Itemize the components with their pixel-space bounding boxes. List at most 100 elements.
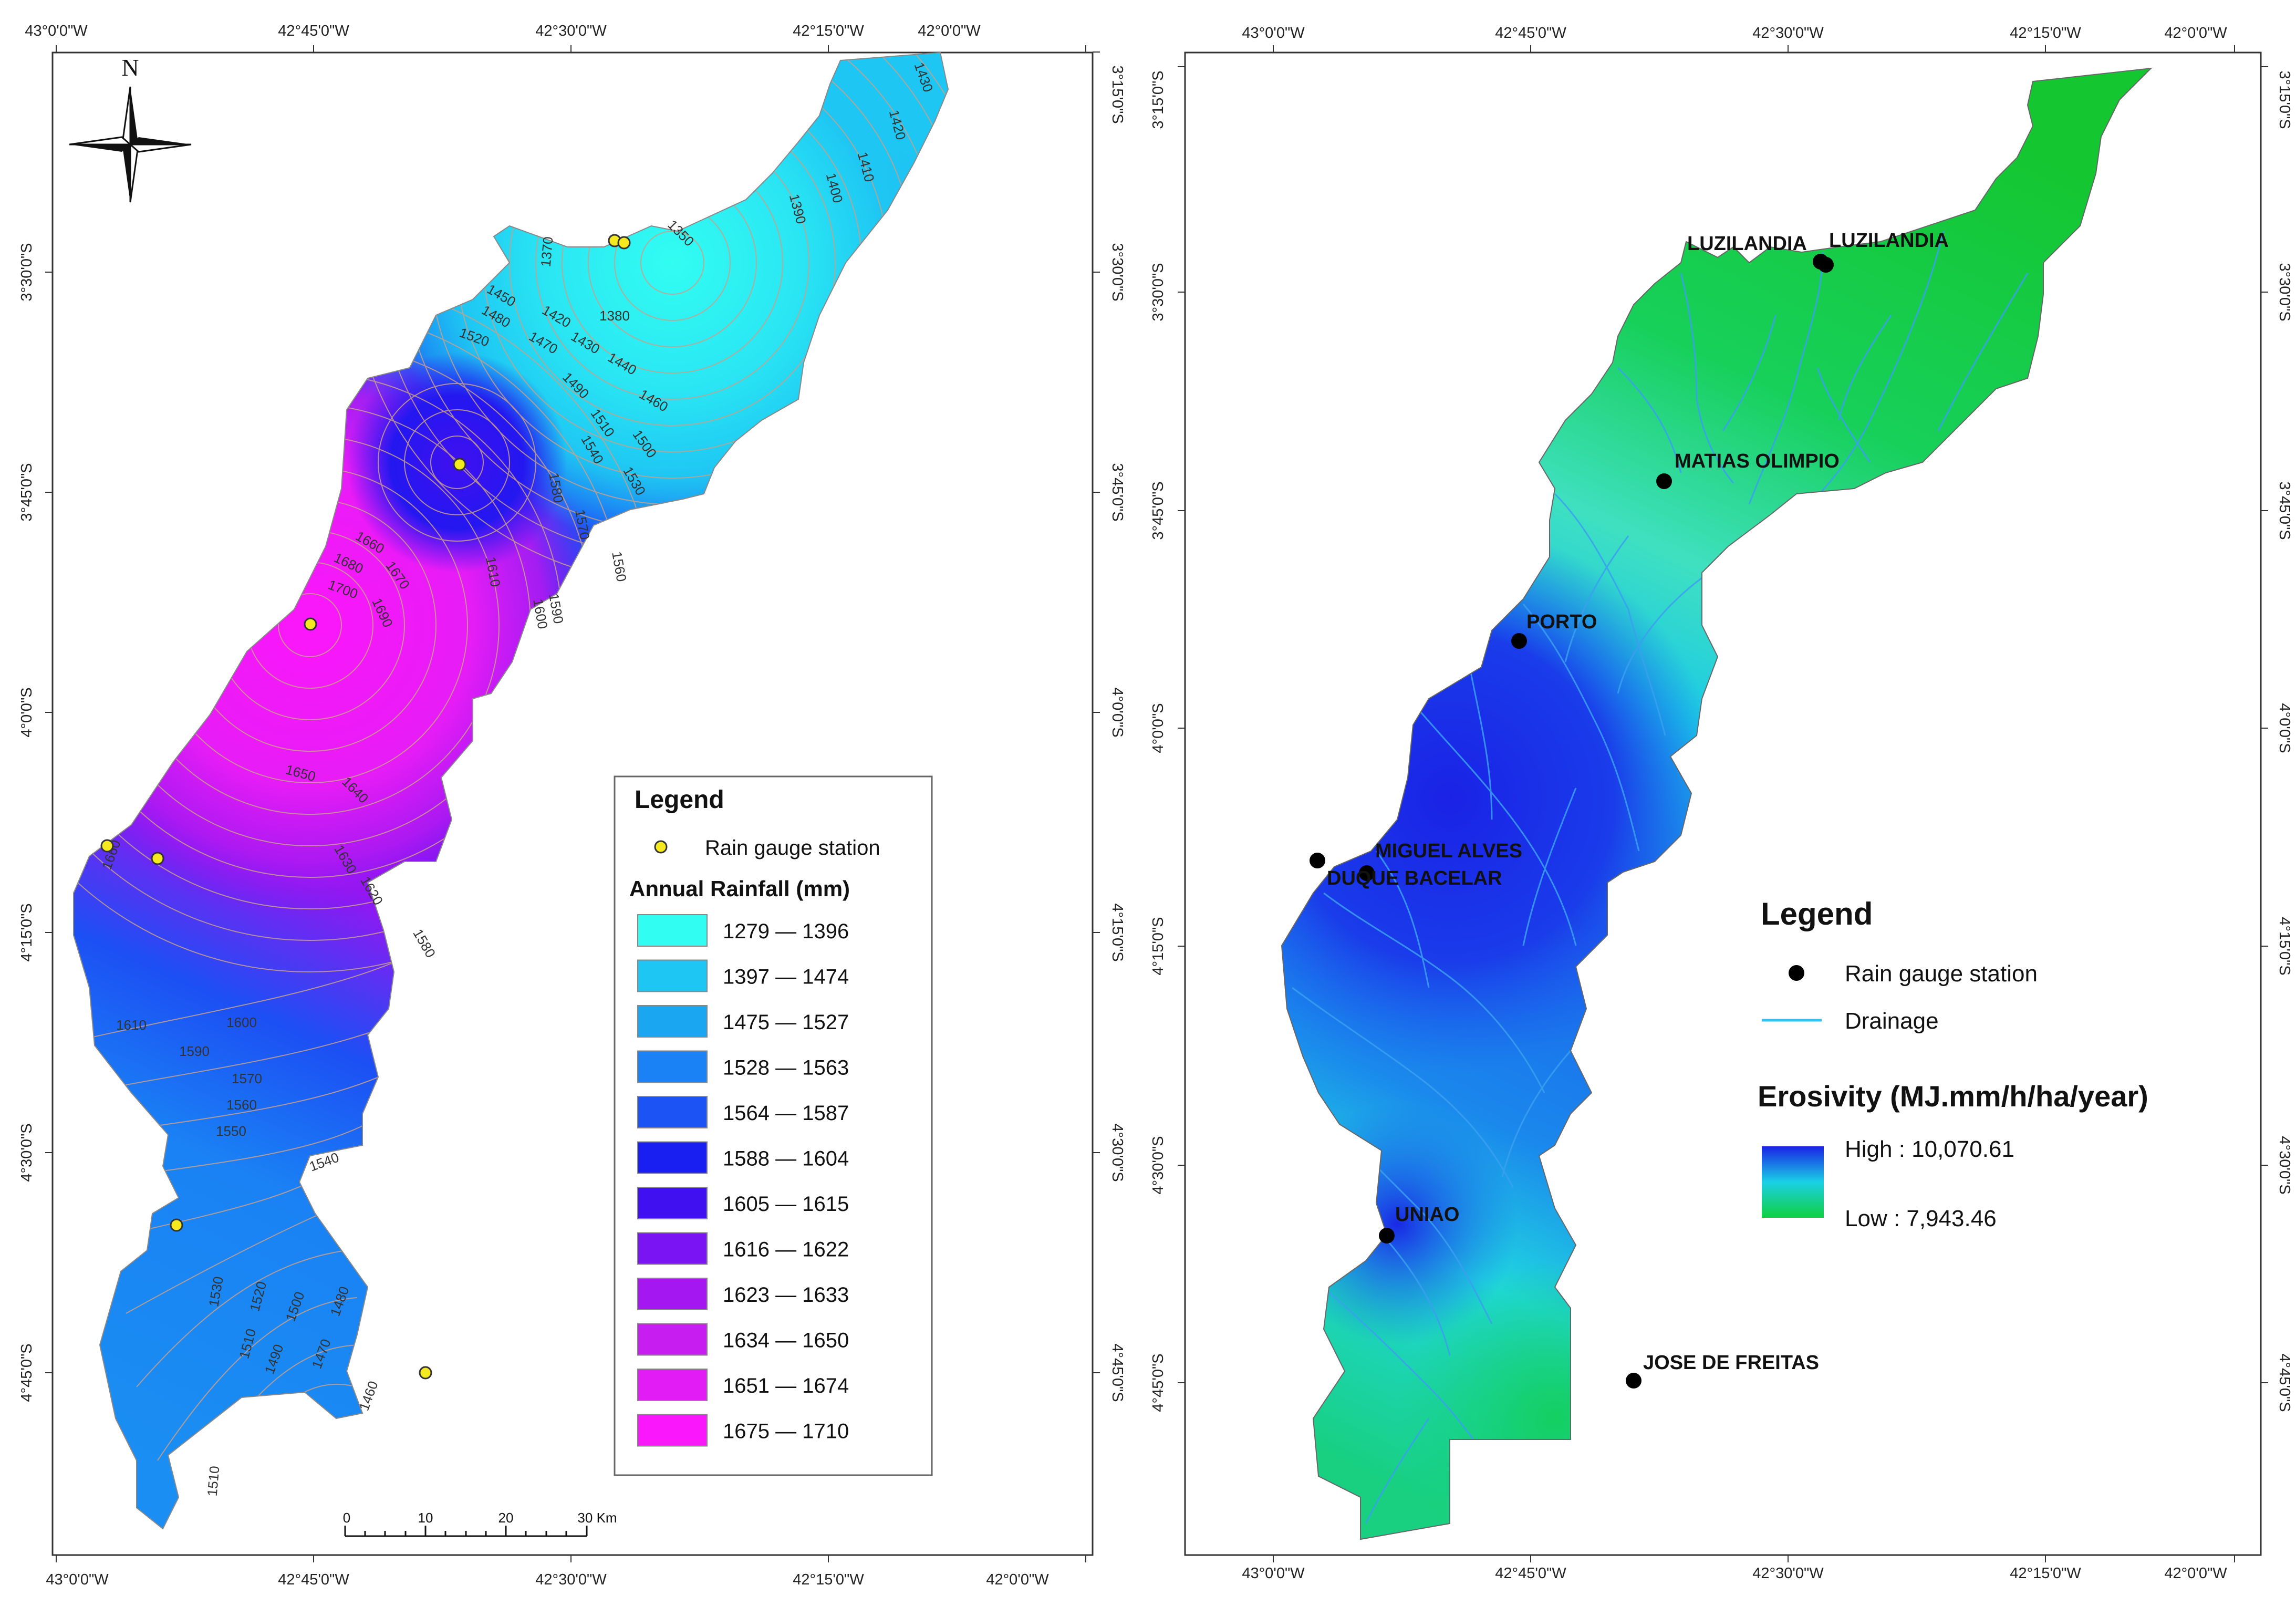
erosivity-stations: [1310, 254, 1834, 1389]
erosivity-right-tick: 4°0'0"S: [2276, 703, 2293, 753]
rainfall-stations: [100, 234, 631, 1380]
rain-gauge-marker: [1626, 1373, 1642, 1389]
contour-label: 1590: [179, 1043, 210, 1059]
contour-label: 1380: [599, 308, 630, 324]
contour-label: 1610: [116, 1017, 147, 1033]
rainfall-left-tick: 4°30'0"S: [18, 1123, 35, 1182]
station-label: LUZILANDIA: [1829, 230, 1949, 252]
legend-class-label: 1634 — 1650: [723, 1329, 849, 1352]
erosivity-top-tick: 42°45'0"W: [1495, 25, 1566, 42]
erosivity-top-tick: 42°0'0"W: [2164, 25, 2227, 42]
legend-swatch: [637, 914, 708, 947]
drainage-network: [1292, 231, 2029, 1524]
rainfall-right-tick: 3°45'0"S: [1109, 463, 1126, 521]
legend-title: Legend: [635, 786, 724, 814]
erosivity-bottom-tick: 42°45'0"W: [1495, 1565, 1566, 1582]
rain-gauge-legend-icon: [1789, 965, 1804, 981]
erosivity-right-tick: 4°45'0"S: [2276, 1353, 2293, 1412]
legend-swatch: [637, 1187, 708, 1219]
station-label: UNIAO: [1395, 1204, 1459, 1226]
erosivity-top-tick: 43°0'0"W: [1242, 25, 1305, 42]
rain-gauge-marker: [1379, 1228, 1395, 1244]
erosivity-bottom-tick: 42°15'0"W: [2010, 1565, 2081, 1582]
north-letter: N: [121, 54, 139, 81]
erosivity-bottom-tick: 43°0'0"W: [1242, 1565, 1305, 1582]
legend-subtitle: Annual Rainfall (mm): [629, 876, 850, 901]
scale-bar-label: 30 Km: [577, 1510, 617, 1526]
rainfall-left-tick: 4°15'0"S: [18, 903, 35, 961]
contour-label: 1550: [216, 1123, 246, 1139]
scale-bar: [344, 1526, 588, 1537]
erosivity-bottom-tick: 42°30'0"W: [1752, 1565, 1824, 1582]
erosivity-right-tick: 4°15'0"S: [2276, 917, 2293, 975]
legend-class-label: 1588 — 1604: [723, 1147, 849, 1170]
rain-gauge-marker: [304, 617, 317, 631]
rain-gauge-marker: [419, 1366, 432, 1380]
station-label: PORTO: [1526, 611, 1597, 633]
rain-gauge-marker: [1818, 257, 1834, 273]
legend-subtitle: Erosivity (MJ.mm/h/ha/year): [1758, 1080, 2148, 1113]
rainfall-map: 43°0'0"W 42°45'0"W 42°30'0"W 42°15'0"W 4…: [18, 23, 1126, 1588]
legend-title: Legend: [1761, 896, 1873, 931]
rain-gauge-marker: [170, 1218, 183, 1232]
erosivity-bottom-tick: 42°0'0"W: [2164, 1565, 2227, 1582]
rainfall-right-tick: 4°45'0"S: [1109, 1343, 1126, 1402]
erosivity-map-ticks: [1178, 45, 2268, 1562]
rainfall-left-tick: 4°45'0"S: [18, 1343, 35, 1402]
legend-station-label: Rain gauge station: [1845, 961, 2038, 987]
rainfall-top-tick: 42°30'0"W: [535, 23, 607, 39]
legend-swatch: [637, 1005, 708, 1038]
legend-swatch: [637, 959, 708, 992]
erosivity-ramp: [1762, 1146, 1824, 1218]
rainfall-right-tick: 4°15'0"S: [1109, 903, 1126, 961]
legend-swatch: [637, 1323, 708, 1356]
rain-gauge-marker: [453, 458, 466, 471]
rainfall-bottom-tick: 42°15'0"W: [793, 1571, 864, 1588]
rainfall-right-tick: 3°30'0"S: [1109, 243, 1126, 301]
rainfall-top-tick: 43°0'0"W: [25, 23, 88, 39]
erosivity-right-tick: 4°30'0"S: [2276, 1136, 2293, 1194]
rainfall-bottom-tick: 42°0'0"W: [986, 1571, 1049, 1588]
rain-gauge-marker: [617, 236, 631, 250]
rainfall-class-list: 1279 — 1396 1397 — 1474 1475 — 1527 1528 — …: [637, 914, 849, 1447]
legend-high-label: High : 10,070.61: [1845, 1136, 2014, 1162]
erosivity-right-tick: 3°45'0"S: [2276, 481, 2293, 540]
erosivity-left-tick: 4°15'0"S: [1150, 917, 1167, 975]
legend-class-label: 1475 — 1527: [723, 1011, 849, 1034]
erosivity-legend: Legend Rain gauge station Drainage Erosi…: [1758, 896, 2148, 1231]
rainfall-bottom-tick: 42°45'0"W: [278, 1571, 349, 1588]
erosivity-map: 43°0'0"W 42°45'0"W 42°30'0"W 42°15'0"W 4…: [1150, 25, 2293, 1582]
legend-class-label: 1616 — 1622: [723, 1238, 849, 1261]
scale-bar-label: 0: [343, 1510, 350, 1526]
scale-bar-label: 10: [418, 1510, 433, 1526]
erosivity-left-tick: 4°30'0"S: [1150, 1136, 1167, 1194]
rain-gauge-marker: [1656, 473, 1672, 489]
scale-bar-label: 20: [498, 1510, 514, 1526]
legend-swatch: [637, 1096, 708, 1128]
legend-class-label: 1605 — 1615: [723, 1193, 849, 1216]
legend-class-label: 1528 — 1563: [723, 1056, 849, 1080]
legend-class-label: 1623 — 1633: [723, 1283, 849, 1307]
legend-class-label: 1397 — 1474: [723, 966, 849, 989]
rainfall-top-tick: 42°15'0"W: [793, 23, 864, 39]
north-arrow-icon: N: [69, 54, 192, 203]
erosivity-right-tick: 3°30'0"S: [2276, 263, 2293, 321]
erosivity-left-tick: 3°45'0"S: [1150, 481, 1167, 540]
erosivity-right-tick: 3°15'0"S: [2276, 70, 2293, 129]
legend-class-label: 1675 — 1710: [723, 1420, 849, 1443]
contour-label: 1560: [226, 1097, 257, 1113]
erosivity-top-tick: 42°30'0"W: [1752, 25, 1824, 42]
rain-gauge-marker: [1359, 865, 1375, 881]
rain-gauge-marker: [151, 852, 164, 865]
legend-class-label: 1279 — 1396: [723, 920, 849, 943]
legend-swatch: [637, 1369, 708, 1401]
contour-label: 1510: [204, 1465, 223, 1497]
rainfall-bottom-tick: 42°30'0"W: [535, 1571, 607, 1588]
legend-swatch: [637, 1278, 708, 1310]
station-label: MATIAS OLIMPIO: [1675, 450, 1840, 472]
rainfall-left-tick: 4°0'0"S: [18, 687, 35, 737]
station-labels: LUZILANDIA LUZILANDIA MATIAS OLIMPIO POR…: [1327, 230, 1949, 1374]
erosivity-left-tick: 4°0'0"S: [1150, 703, 1167, 753]
rain-gauge-marker: [1511, 633, 1527, 649]
